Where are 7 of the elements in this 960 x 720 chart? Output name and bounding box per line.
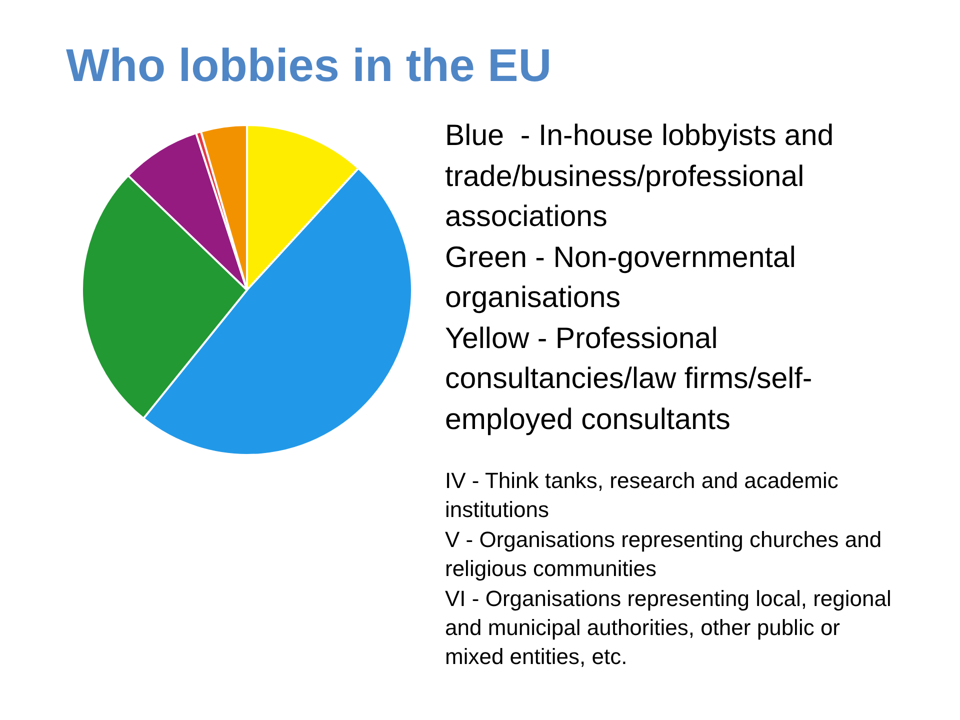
text: Blue - In-house lobbyists and trade/business/professional associations <box>445 118 835 235</box>
text: V - Organisations representing churches and religious communities <box>445 526 883 584</box>
chart-title: Who lobbies in the EU <box>66 38 552 92</box>
text: Green - Non-governmental organisations <box>445 240 797 316</box>
text: VI - Organisations representing local, regional and municipal authorities, other public or mixed entities, etc. <box>445 584 892 672</box>
text: IV - Think tanks, research and academic institutions <box>445 467 840 524</box>
text: Yellow - Professional consultancies/law firms/self-employed consultants <box>445 320 814 438</box>
